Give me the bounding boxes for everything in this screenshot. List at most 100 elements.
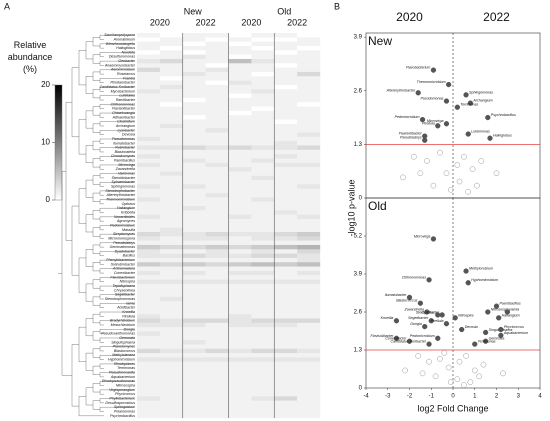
heat-cell (297, 296, 321, 302)
column-label: 2022 (287, 17, 307, 27)
heat-cell (205, 331, 229, 337)
heat-cell (205, 171, 229, 176)
heat-cell (274, 128, 298, 133)
y-axis-label: -log10 p-value (346, 179, 356, 236)
heat-cell (251, 184, 275, 189)
heat-cell (159, 301, 183, 306)
point (443, 321, 450, 327)
heat-cell (205, 366, 229, 371)
heat-cell (251, 335, 275, 341)
heat-cell (297, 366, 321, 371)
heat-cell (274, 353, 298, 358)
heat-cell (228, 128, 252, 133)
heat-cell (228, 136, 252, 142)
heat-cell (182, 348, 206, 354)
heat-cell (137, 223, 161, 228)
heat-cell (205, 132, 229, 138)
heat-cell (137, 63, 161, 68)
heat-cell (137, 396, 161, 401)
heat-cell (137, 283, 161, 289)
row-label: Agromyces (116, 219, 135, 223)
row-label: Singulisphaera (111, 340, 135, 344)
point-label: Segetibacter (408, 316, 429, 320)
heat-cell (251, 132, 275, 138)
heat-cell (251, 396, 275, 401)
heat-cell (137, 97, 161, 103)
row-label: Pirellula (122, 314, 135, 318)
point (422, 137, 428, 143)
dendro-branch (92, 140, 100, 150)
heat-cell (182, 89, 206, 94)
heat-cell (228, 110, 252, 116)
point-label: Pirellula (431, 319, 444, 323)
heat-cell (205, 219, 229, 224)
heat-cell (182, 309, 206, 315)
heat-cell (297, 331, 321, 337)
heat-cell (159, 322, 183, 328)
heat-cell (228, 279, 252, 285)
heat-cell (182, 132, 206, 138)
heat-cell (205, 270, 229, 276)
heat-cell (159, 89, 183, 94)
heat-cell (205, 335, 229, 341)
dendro-branch (92, 123, 100, 133)
point (406, 338, 413, 344)
heat-cell (251, 89, 275, 94)
heat-cell (251, 219, 275, 224)
heat-cell (251, 115, 275, 120)
heat-cell (137, 149, 161, 155)
heat-cell (205, 361, 229, 367)
heat-cell (137, 50, 161, 55)
heat-cell (137, 145, 161, 150)
point-label: Thermomicrobium (417, 80, 446, 84)
heat-cell (274, 223, 298, 228)
dendro-branch (85, 110, 93, 129)
heat-cell (228, 357, 252, 362)
heat-cell (205, 188, 229, 194)
heat-cell (274, 231, 298, 237)
row-label: Adhaeribacter (112, 115, 136, 119)
heat-cell (251, 33, 275, 38)
heat-cell (137, 132, 161, 138)
heat-cell (251, 400, 275, 406)
row-label: Archangium (115, 124, 135, 128)
heat-cell (297, 206, 321, 211)
point-label: Microvirga (414, 234, 431, 238)
heat-cell (137, 405, 161, 410)
colorbar (54, 84, 63, 201)
heat-cell (274, 413, 298, 419)
heat-cell (228, 45, 252, 51)
heat-cell (137, 33, 161, 38)
heat-cell (182, 344, 206, 349)
point-label: Zavarzinella (404, 307, 424, 311)
column-label: 2020 (241, 17, 261, 27)
heat-cell (159, 193, 183, 198)
heat-cell (137, 413, 161, 419)
heat-cell (274, 167, 298, 172)
heat-cell (159, 400, 183, 406)
heat-cell (137, 383, 161, 388)
heat-cell (297, 197, 321, 202)
heat-cell (251, 67, 275, 73)
point (437, 355, 443, 362)
heat-cell (137, 253, 161, 259)
heat-cell (159, 102, 183, 107)
dendro-branch (92, 158, 100, 168)
heat-cell (137, 106, 161, 112)
heat-cell (228, 292, 252, 298)
heat-cell (251, 309, 275, 315)
heat-cell (137, 236, 161, 241)
heat-cell (274, 106, 298, 112)
point (463, 268, 469, 274)
dendro-branch (78, 396, 104, 417)
heat-cell (159, 249, 183, 254)
heat-cell (274, 409, 298, 414)
heat-cell (251, 171, 275, 176)
heat-cell (137, 110, 161, 116)
heat-cell (251, 327, 275, 332)
heat-cell (297, 340, 321, 345)
heat-cell (159, 405, 183, 410)
heat-cell (205, 93, 229, 99)
x-tick-label: 1 (473, 394, 477, 400)
heat-cell (182, 84, 206, 90)
